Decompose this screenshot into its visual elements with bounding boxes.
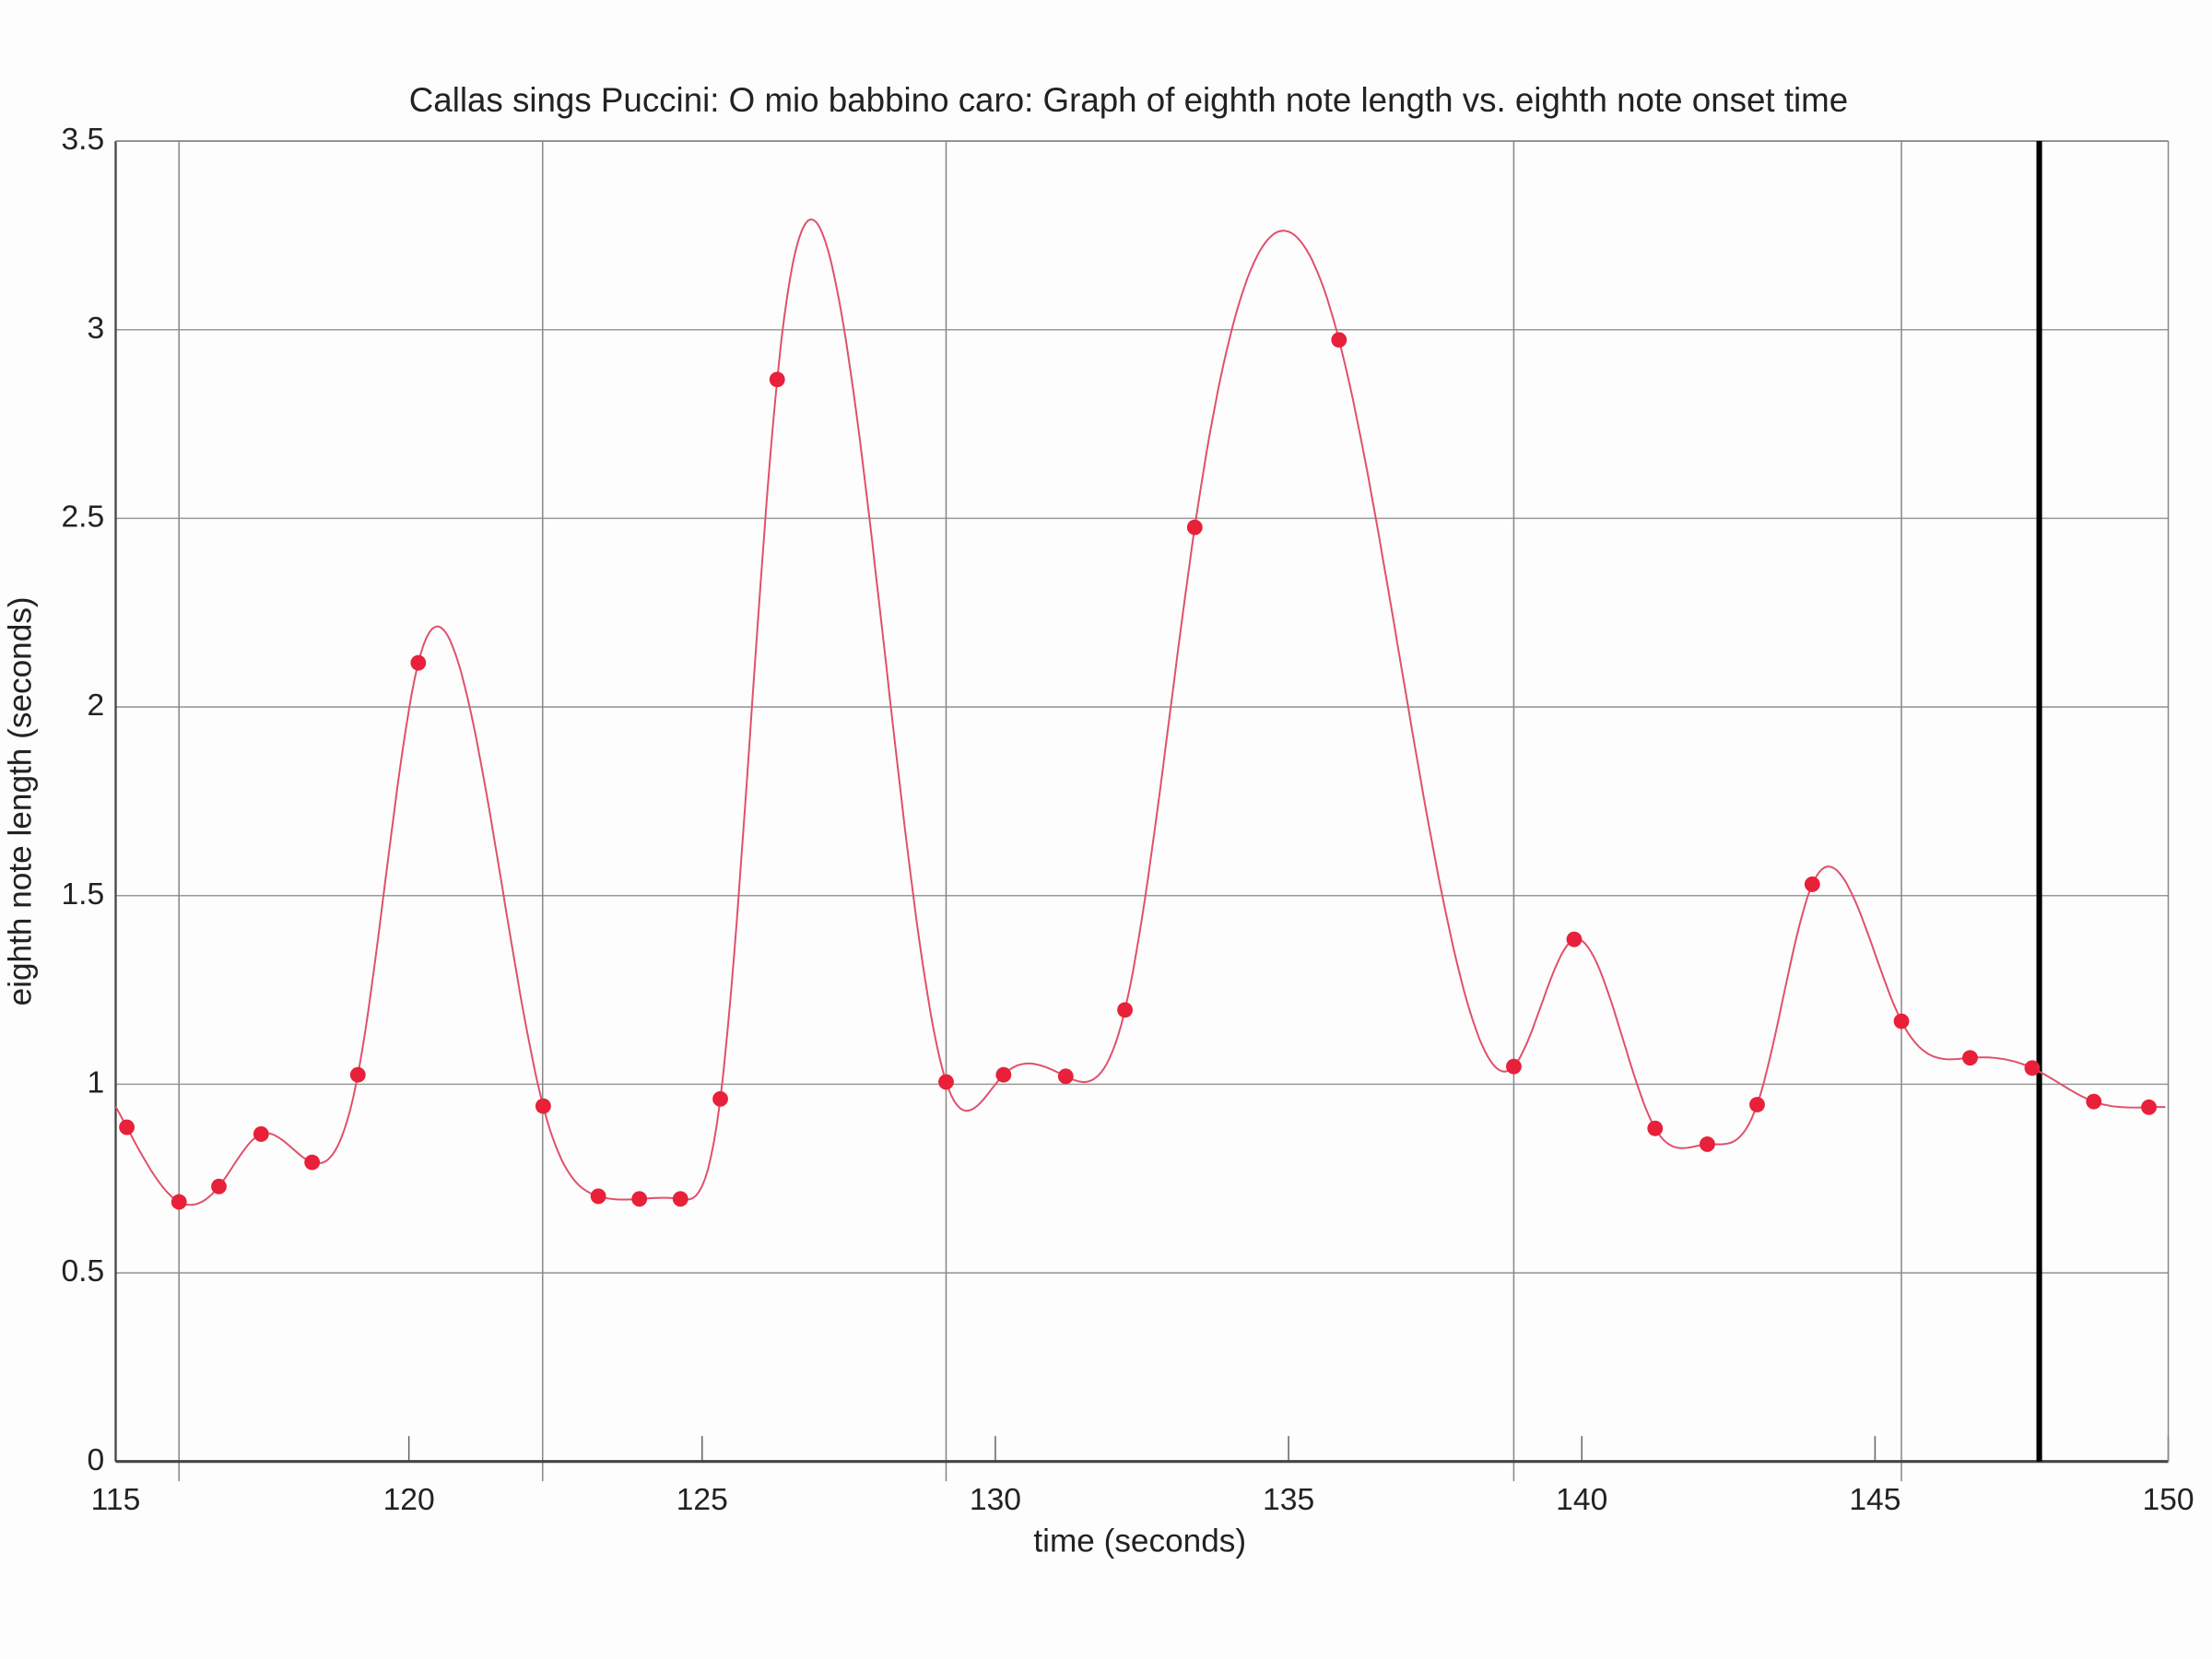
x-tick-label: 130 xyxy=(970,1483,1021,1517)
y-tick-label: 0 xyxy=(88,1443,105,1477)
data-point xyxy=(1566,931,1583,947)
chart-title: Callas sings Puccini: O mio babbino caro… xyxy=(409,81,1848,119)
data-point xyxy=(349,1066,366,1083)
y-tick-label: 1 xyxy=(88,1066,105,1100)
data-point xyxy=(171,1194,187,1210)
data-point xyxy=(410,654,427,671)
data-point xyxy=(1057,1068,1074,1085)
x-tick-label: 115 xyxy=(91,1483,141,1517)
data-point xyxy=(590,1188,606,1205)
data-point xyxy=(211,1178,227,1194)
x-tick-label: 120 xyxy=(383,1483,435,1517)
data-point xyxy=(1962,1050,1978,1066)
y-tick-label: 2 xyxy=(88,688,105,723)
data-point xyxy=(2024,1060,2041,1077)
x-axis-label: time (seconds) xyxy=(1033,1524,1246,1559)
y-tick-label: 3.5 xyxy=(61,123,104,157)
data-point xyxy=(631,1191,648,1207)
data-point xyxy=(253,1125,269,1142)
y-tick-label: 3 xyxy=(88,312,105,346)
axes xyxy=(114,140,2170,1464)
data-point xyxy=(1331,332,1347,348)
series-points xyxy=(119,332,2157,1210)
data-point xyxy=(1506,1058,1522,1075)
x-tick-label: 140 xyxy=(1556,1483,1607,1517)
data-point xyxy=(304,1154,321,1171)
series-curve xyxy=(114,218,2166,1206)
data-point xyxy=(938,1074,954,1090)
data-point xyxy=(1804,877,1820,892)
data-point xyxy=(1117,1002,1133,1018)
y-axis-label: eighth note length (seconds) xyxy=(3,596,39,1006)
data-point xyxy=(1700,1136,1715,1152)
y-tick-label: 1.5 xyxy=(61,877,104,912)
data-point xyxy=(712,1090,728,1107)
spline-curve xyxy=(114,218,2166,1206)
x-tick-label: 145 xyxy=(1849,1483,1900,1517)
data-point xyxy=(2141,1099,2157,1115)
data-point xyxy=(995,1066,1012,1083)
y-tick-label: 2.5 xyxy=(61,500,104,535)
data-point xyxy=(769,371,785,388)
data-point xyxy=(1647,1120,1664,1136)
data-point xyxy=(1893,1013,1910,1030)
data-point xyxy=(2086,1093,2102,1110)
data-point xyxy=(1749,1097,1765,1112)
x-tick-label: 125 xyxy=(677,1483,728,1517)
x-tick-label: 150 xyxy=(2142,1483,2194,1517)
grid xyxy=(115,140,2169,1482)
data-point xyxy=(535,1098,551,1114)
x-tick-label: 135 xyxy=(1263,1483,1314,1517)
tick-labels: 0 0.5 1 1.5 2 2.5 3 3.5 115 120 125 130 135 140 145 150 xyxy=(61,123,2194,1517)
data-point xyxy=(672,1191,688,1207)
data-point xyxy=(119,1119,135,1135)
y-tick-label: 0.5 xyxy=(61,1254,104,1288)
data-point xyxy=(1186,519,1203,535)
